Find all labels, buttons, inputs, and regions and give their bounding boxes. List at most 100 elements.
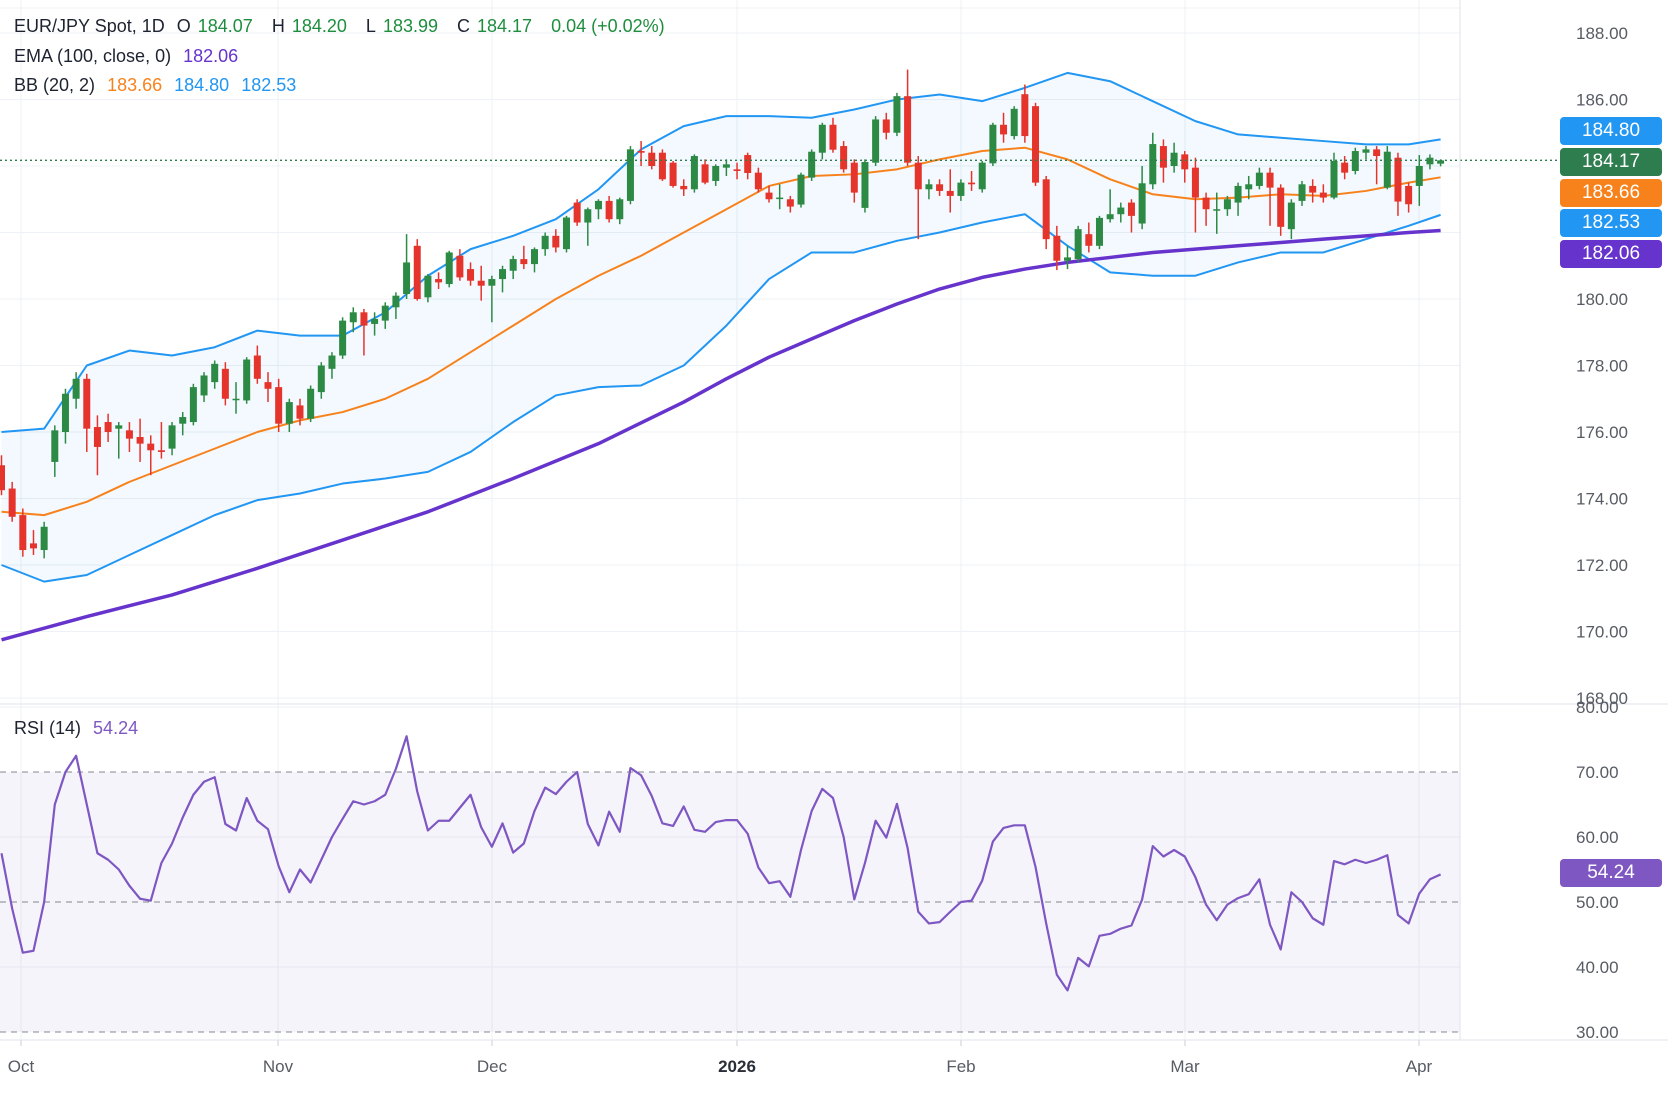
candle-body [1415, 166, 1423, 186]
candle-body [861, 162, 869, 208]
candle-body [765, 192, 773, 200]
candle-body [157, 450, 165, 452]
candles-layer [0, 69, 1445, 559]
ohlc-close-label: C 184.17 [457, 16, 533, 36]
candle-body [232, 398, 240, 401]
candle-body [594, 200, 602, 210]
price-axis-label: 178.00 [1576, 357, 1628, 376]
rsi-axis-label: 70.00 [1576, 763, 1619, 782]
candle-body [1202, 197, 1210, 210]
time-axis-label: Oct [8, 1057, 35, 1076]
candle-body [776, 197, 784, 200]
rsi-axis-label: 40.00 [1576, 958, 1619, 977]
candle-body [701, 164, 709, 183]
time-axis-label: Mar [1170, 1057, 1200, 1076]
candle-body [115, 425, 123, 429]
candle-body [978, 162, 986, 190]
candle-body [136, 436, 144, 444]
candle-body [200, 375, 208, 396]
candle-body [51, 430, 59, 462]
candle-body [1394, 157, 1402, 202]
candle-body [72, 378, 80, 399]
candle-body [1330, 161, 1338, 198]
candle-body [872, 119, 880, 163]
candle-body [584, 209, 592, 223]
candle-body [1095, 217, 1103, 246]
candle-body [1010, 108, 1018, 137]
ohlc-open-value: 184.07 [197, 16, 253, 36]
candle-body [637, 151, 645, 153]
candle-body [968, 182, 976, 185]
candle-body [61, 393, 69, 432]
candle-body [243, 359, 251, 401]
candle-body [1213, 209, 1221, 211]
bb-upper-value: 184.80 [174, 75, 230, 95]
candle-body [914, 162, 922, 190]
candle-body [744, 155, 752, 173]
candle-body [371, 318, 379, 324]
candle-body [147, 443, 155, 451]
candle-body [1127, 202, 1135, 216]
candle-body [1032, 106, 1040, 183]
candle-body [562, 217, 570, 250]
candle-body [1309, 185, 1317, 193]
legend-row-ema: EMA (100, close, 0) 182.06 [14, 46, 245, 67]
candle-body [509, 259, 517, 271]
candle-body [1287, 202, 1295, 230]
time-axis[interactable] [0, 1041, 1668, 1110]
candle-body [211, 363, 219, 383]
time-axis-label: Nov [263, 1057, 294, 1076]
candle-body [882, 119, 890, 133]
candle-body [1298, 184, 1306, 201]
candle-body [1138, 183, 1146, 224]
candle-body [840, 146, 848, 170]
rsi-line [0, 735, 1442, 992]
candle-body [541, 235, 549, 250]
ohlc-close-value: 184.17 [477, 16, 533, 36]
candle-body [626, 149, 634, 201]
candle-body [1170, 152, 1178, 166]
candle-body [296, 405, 304, 419]
ema-line [1, 228, 1441, 642]
candle-body [616, 199, 624, 220]
bollinger-basis-line [1, 146, 1441, 517]
candle-body [829, 124, 837, 150]
time-axis-label: Dec [477, 1057, 508, 1076]
rsi-axis-label: 50.00 [1576, 893, 1619, 912]
candle-body [413, 245, 421, 299]
price-pill: 183.66 [1560, 179, 1662, 207]
price-axis-label: 174.00 [1576, 490, 1628, 509]
candle-body [1000, 124, 1008, 135]
candle-body [850, 162, 858, 193]
candle-body [253, 355, 261, 379]
price-pill: 182.53 [1560, 209, 1662, 237]
candle-body [531, 249, 538, 265]
candle-body [445, 252, 453, 285]
candle-body [1362, 149, 1370, 153]
candle-body [1042, 179, 1050, 240]
candle-body [1117, 207, 1125, 215]
ohlc-open-label: O 184.07 [176, 16, 253, 36]
candle-body [104, 422, 112, 432]
candle-body [499, 269, 507, 280]
time-axis-label: Apr [1406, 1057, 1433, 1076]
bollinger-fill [1, 72, 1441, 582]
candle-body [946, 190, 954, 196]
bollinger-upper-line [1, 71, 1441, 433]
candle-body [264, 382, 272, 389]
candle-body [1255, 172, 1263, 186]
rsi-axis-label: 30.00 [1576, 1023, 1619, 1042]
candle-body [733, 169, 741, 171]
ema-title: EMA (100, close, 0) [14, 46, 172, 66]
candle-body [221, 368, 229, 399]
price-axis-label: 176.00 [1576, 423, 1628, 442]
candle-body [722, 164, 730, 168]
candle-body [1181, 154, 1189, 170]
rsi-title: RSI (14) [14, 718, 82, 738]
ohlc-high-label: H 184.20 [271, 16, 347, 36]
candle-body [893, 96, 901, 133]
candle-body [168, 425, 176, 449]
candle-body [381, 305, 389, 321]
candle-body [1223, 199, 1231, 210]
